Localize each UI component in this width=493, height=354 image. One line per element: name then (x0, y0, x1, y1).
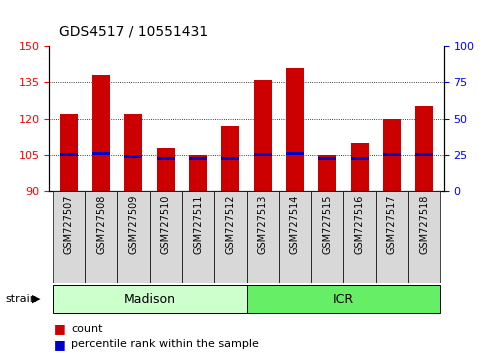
Bar (157, 148, 175, 191)
Bar (254, 153, 272, 156)
Bar (416, 153, 433, 156)
Bar (60, 153, 77, 156)
Text: GSM727514: GSM727514 (290, 195, 300, 254)
Bar (157, 157, 175, 160)
Text: Madison: Madison (124, 293, 176, 306)
Bar (318, 157, 336, 160)
Text: percentile rank within the sample: percentile rank within the sample (71, 339, 259, 349)
Bar (214, 191, 246, 283)
Text: strain: strain (5, 294, 37, 304)
Text: GSM727517: GSM727517 (387, 195, 397, 254)
Bar (124, 155, 142, 158)
Bar (246, 285, 440, 314)
Text: ICR: ICR (333, 293, 354, 306)
Bar (221, 126, 239, 191)
Bar (189, 155, 207, 191)
Text: count: count (71, 324, 103, 334)
Bar (189, 157, 207, 160)
Bar (351, 143, 369, 191)
Bar (344, 191, 376, 283)
Bar (286, 152, 304, 155)
Bar (408, 191, 440, 283)
Text: GSM727513: GSM727513 (258, 195, 268, 254)
Bar (149, 191, 182, 283)
Bar (53, 191, 85, 283)
Bar (221, 157, 239, 160)
Bar (254, 80, 272, 191)
Text: GSM727509: GSM727509 (128, 195, 139, 254)
Text: ■: ■ (54, 338, 66, 351)
Text: GSM727507: GSM727507 (64, 195, 73, 254)
Bar (60, 114, 77, 191)
Bar (182, 191, 214, 283)
Bar (117, 191, 149, 283)
Bar (85, 191, 117, 283)
Text: GSM727508: GSM727508 (96, 195, 106, 254)
Bar (124, 114, 142, 191)
Text: ▶: ▶ (32, 294, 40, 304)
Bar (279, 191, 311, 283)
Bar (416, 107, 433, 191)
Bar (383, 153, 401, 156)
Text: GSM727518: GSM727518 (420, 195, 429, 254)
Bar (92, 152, 110, 155)
Bar (92, 75, 110, 191)
Bar (311, 191, 344, 283)
Text: GSM727515: GSM727515 (322, 195, 332, 254)
Text: ■: ■ (54, 322, 66, 335)
Text: GSM727511: GSM727511 (193, 195, 203, 254)
Bar (376, 191, 408, 283)
Bar (383, 119, 401, 191)
Text: GSM727510: GSM727510 (161, 195, 171, 254)
Bar (53, 285, 246, 314)
Bar (318, 155, 336, 191)
Text: GSM727516: GSM727516 (354, 195, 365, 254)
Bar (351, 157, 369, 160)
Bar (286, 68, 304, 191)
Text: GDS4517 / 10551431: GDS4517 / 10551431 (59, 25, 208, 39)
Bar (246, 191, 279, 283)
Text: GSM727512: GSM727512 (225, 195, 235, 254)
